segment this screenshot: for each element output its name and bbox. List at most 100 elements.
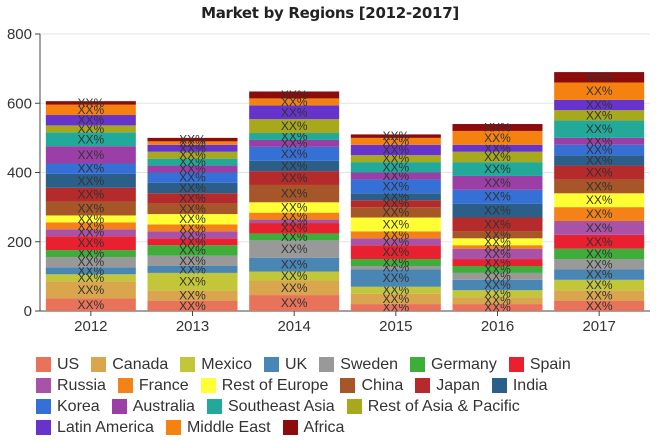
legend-item[interactable]: UK — [263, 356, 307, 374]
bar-segment — [350, 293, 441, 305]
legend-item[interactable]: Latin America — [36, 419, 154, 437]
legend-swatch — [415, 378, 431, 393]
legend-item[interactable]: Africa — [282, 419, 344, 437]
bar-segment — [45, 163, 136, 174]
legend-label: Southeast Asia — [227, 397, 335, 415]
bar-segment — [147, 290, 238, 301]
bar-segment — [554, 269, 645, 280]
data-label: XX% — [484, 150, 511, 164]
data-label: XX% — [382, 179, 409, 193]
legend-item[interactable]: Southeast Asia — [206, 397, 335, 416]
bar-segment — [554, 248, 645, 260]
legend-item[interactable]: US — [36, 356, 79, 374]
legend-item[interactable]: France — [117, 377, 189, 395]
legend-item[interactable]: Russia — [36, 377, 106, 395]
bar-segment — [249, 98, 340, 106]
bar-segment — [452, 189, 543, 204]
y-tick-label: 800 — [7, 26, 32, 43]
bar-segment — [452, 144, 543, 152]
bar-segment — [45, 187, 136, 202]
bar-segment — [45, 236, 136, 251]
bar-segment — [554, 220, 645, 235]
bar-segment — [554, 193, 645, 208]
legend-item[interactable]: Spain — [508, 356, 571, 374]
bar-segment — [350, 137, 441, 145]
data-label: XX% — [586, 268, 613, 282]
bar-segment — [554, 165, 645, 180]
legend-item[interactable]: Germany — [410, 356, 497, 374]
legend-label: Korea — [57, 397, 100, 415]
bar-segment — [249, 91, 340, 99]
legend-item[interactable]: Sweden — [319, 356, 398, 374]
bar-segment — [249, 223, 340, 234]
bar-segment — [147, 231, 238, 239]
bar-segment — [452, 279, 543, 291]
data-label: XX% — [586, 207, 613, 221]
legend-label: Sweden — [340, 355, 399, 373]
data-label: XX% — [586, 98, 613, 112]
data-label: XX% — [484, 176, 511, 190]
data-label: XX% — [179, 288, 206, 302]
data-label: XX% — [179, 191, 206, 205]
bar-segment — [147, 182, 238, 194]
legend-label: Rest of Asia & Pacific — [367, 397, 520, 415]
legend-label: US — [57, 355, 80, 373]
legend-swatch — [36, 378, 51, 393]
data-label: XX% — [586, 299, 613, 313]
plot-area: 0200400600800XX%XX%XX%XX%XX%XX%XX%XX%XX%… — [7, 26, 650, 335]
bar-segment — [554, 72, 645, 83]
y-tick-label: 200 — [7, 234, 32, 251]
data-label: XX% — [281, 258, 308, 272]
legend-item[interactable]: Canada — [91, 356, 168, 374]
data-label: XX% — [281, 88, 308, 102]
legend-label: Rest of Europe — [221, 376, 329, 394]
data-label: XX% — [382, 245, 409, 259]
x-tick-label: 2017 — [582, 318, 615, 335]
legend-label: Russia — [57, 376, 106, 394]
bar-segment — [249, 146, 340, 161]
bar-segment — [554, 120, 645, 138]
legend-label: Japan — [436, 376, 480, 394]
bar-segment — [350, 269, 441, 287]
bar-segment — [147, 144, 238, 152]
legend-item[interactable]: Mexico — [180, 356, 252, 374]
data-label: XX% — [179, 133, 206, 147]
data-label: XX% — [77, 202, 104, 216]
legend-item[interactable]: Japan — [415, 377, 480, 395]
data-label: XX% — [179, 212, 206, 226]
data-label: XX% — [179, 299, 206, 313]
bar-segment — [45, 256, 136, 268]
data-label: XX% — [586, 288, 613, 302]
legend-item[interactable]: Middle East — [165, 419, 271, 437]
legend-item[interactable]: Korea — [36, 398, 100, 416]
bar-segment — [554, 144, 645, 156]
legend-row: US Canada Mexico UK Sweden Germany Spain — [36, 354, 656, 375]
legend-item[interactable]: India — [491, 377, 548, 395]
data-label: XX% — [484, 120, 511, 134]
bar-segment — [249, 257, 340, 272]
legend-swatch — [263, 357, 279, 372]
data-label: XX% — [281, 200, 308, 214]
bar-segment — [452, 130, 543, 145]
legend-item[interactable]: Australia — [111, 398, 195, 416]
legend-item[interactable]: Rest of Europe — [200, 376, 329, 395]
data-label: XX% — [77, 174, 104, 188]
legend-item[interactable]: Rest of Asia & Pacific — [346, 397, 520, 416]
bar-segment — [554, 137, 645, 145]
legend-swatch — [346, 399, 362, 414]
bar-segment — [554, 234, 645, 249]
bar-segment — [147, 193, 238, 204]
data-label: XX% — [179, 243, 206, 257]
bar-segment — [249, 219, 340, 224]
bar-segment — [249, 295, 340, 311]
legend-label: Mexico — [201, 355, 252, 373]
legend-item[interactable]: China — [340, 377, 403, 395]
bar-segment — [554, 207, 645, 221]
bar-segment — [350, 238, 441, 246]
data-label: XX% — [382, 143, 409, 157]
data-label: XX% — [77, 132, 104, 146]
data-label: XX% — [484, 162, 511, 176]
data-label: XX% — [281, 187, 308, 201]
bar-segment — [350, 162, 441, 173]
x-tick-label: 2012 — [74, 318, 107, 335]
